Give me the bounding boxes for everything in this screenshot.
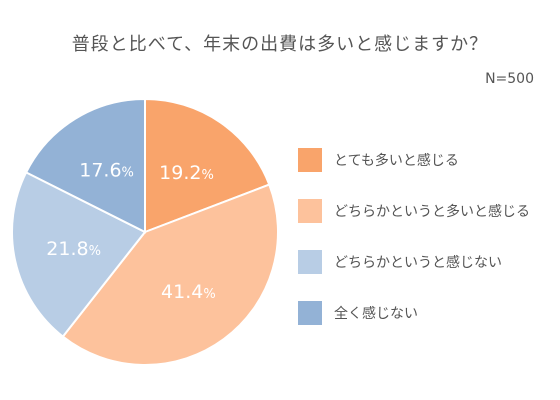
pie-slice (61, 183, 279, 366)
legend-item: 全く感じない (298, 300, 530, 326)
sample-size-label: N=500 (485, 71, 534, 87)
slice-value-label: 19.2% (159, 162, 214, 184)
legend-item: とても多いと感じる (298, 147, 530, 173)
slice-value-label: 21.8% (46, 238, 101, 260)
legend-item: どちらかというと感じない (298, 249, 530, 275)
slice-value-label: 17.6% (79, 160, 134, 182)
pie-slice (24, 97, 146, 234)
slice-value-label: 41.4% (161, 281, 216, 303)
legend-swatch (298, 148, 322, 172)
legend-label: とても多いと感じる (334, 153, 459, 169)
chart-title: 普段と比べて、年末の出費は多いと感じますか？ (71, 34, 489, 55)
chart-legend: とても多いと感じる どちらかというと多いと感じる どちらかというと感じない 全く… (298, 147, 530, 351)
legend-swatch (298, 250, 322, 274)
legend-swatch (298, 301, 322, 325)
legend-label: 全く感じない (334, 306, 418, 322)
pie-slice (144, 97, 271, 234)
legend-label: どちらかというと多いと感じる (334, 204, 530, 220)
legend-swatch (298, 199, 322, 223)
legend-label: どちらかというと感じない (334, 255, 502, 271)
pie-slice (11, 171, 147, 338)
legend-item: どちらかというと多いと感じる (298, 198, 530, 224)
